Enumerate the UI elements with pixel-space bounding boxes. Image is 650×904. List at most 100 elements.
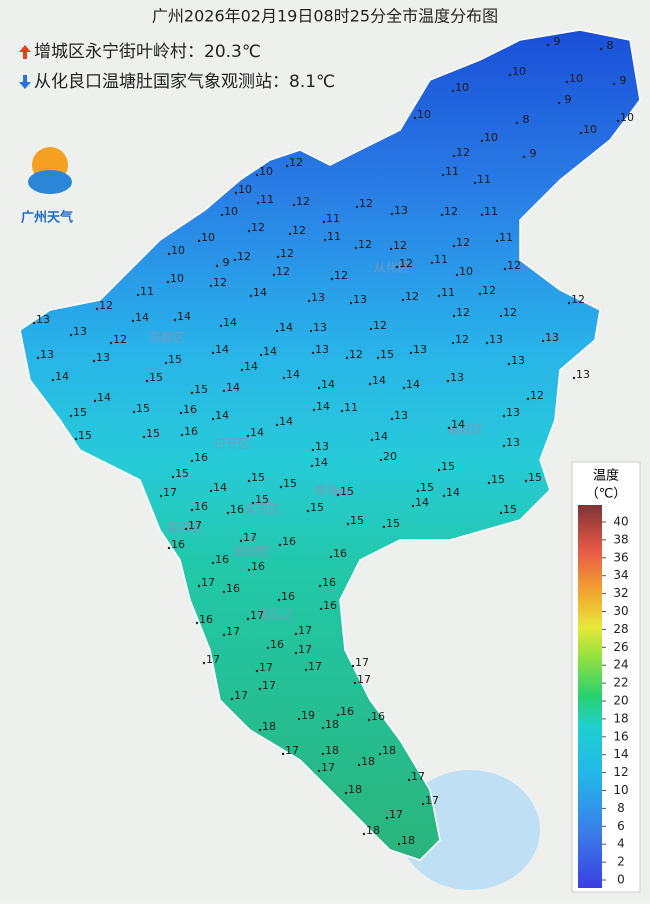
station-temp: 12 xyxy=(503,306,517,319)
legend-tick-label: 30 xyxy=(613,604,628,618)
station-temp: 16 xyxy=(323,599,337,612)
station-temp: 12 xyxy=(456,306,470,319)
station-dot xyxy=(167,252,171,256)
station-dot xyxy=(499,314,503,318)
station-temp: 15 xyxy=(350,514,364,527)
station-temp: 16 xyxy=(230,503,244,516)
station-temp: 17 xyxy=(250,609,264,622)
color-bar xyxy=(578,505,602,888)
station-temp: 10 xyxy=(484,131,498,144)
station-temp: 10 xyxy=(455,81,469,94)
station-dot xyxy=(346,522,350,526)
station-dot xyxy=(351,664,355,668)
station-temp: 9 xyxy=(565,93,572,106)
station-dot xyxy=(478,292,482,296)
station-dot xyxy=(345,356,349,360)
station-temp: 13 xyxy=(315,343,329,356)
station-dot xyxy=(211,561,215,565)
station-temp: 12 xyxy=(280,247,294,260)
station-temp: 15 xyxy=(340,485,354,498)
station-dot xyxy=(522,155,526,159)
station-dot xyxy=(413,116,417,120)
station-temp: 17 xyxy=(188,519,202,532)
station-dot xyxy=(507,362,511,366)
station-temp: 14 xyxy=(279,415,293,428)
station-dot xyxy=(369,327,373,331)
legend-tick-label: 6 xyxy=(617,819,625,833)
station-dot xyxy=(239,539,243,543)
station-dot xyxy=(69,414,73,418)
station-dot xyxy=(297,717,301,721)
legend-tick-label: 32 xyxy=(613,586,628,600)
station-temp: 15 xyxy=(528,471,542,484)
station-dot xyxy=(247,568,251,572)
legend-tick-label: 24 xyxy=(613,658,628,672)
station-temp: 12 xyxy=(507,259,521,272)
district-label: 从化区 xyxy=(374,261,410,275)
station-temp: 17 xyxy=(201,576,215,589)
district-label: 天河区 xyxy=(244,503,280,517)
station-dot xyxy=(442,494,446,498)
station-temp: 11 xyxy=(326,212,340,225)
station-temp: 14 xyxy=(286,368,300,381)
station-dot xyxy=(230,697,234,701)
station-temp: 12 xyxy=(359,197,373,210)
station-dot xyxy=(440,213,444,217)
station-temp: 10 xyxy=(512,65,526,78)
station-dot xyxy=(402,386,406,390)
station-dot xyxy=(171,475,175,479)
station-temp: 17 xyxy=(285,744,299,757)
station-temp: 14 xyxy=(135,311,149,324)
station-temp: 9 xyxy=(223,256,230,269)
station-dot xyxy=(209,284,213,288)
station-temp: 10 xyxy=(224,205,238,218)
station-dot xyxy=(336,713,340,717)
station-dot xyxy=(344,791,348,795)
station-temp: 10 xyxy=(417,108,431,121)
station-temp: 10 xyxy=(171,244,185,257)
station-dot xyxy=(246,617,250,621)
station-temp: 11 xyxy=(140,285,154,298)
station-dot xyxy=(409,351,413,355)
station-temp: 15 xyxy=(420,481,434,494)
station-temp: 12 xyxy=(482,284,496,297)
station-dot xyxy=(109,341,113,345)
station-dot xyxy=(322,220,326,224)
station-dot xyxy=(329,555,333,559)
station-dot xyxy=(357,763,361,767)
station-dot xyxy=(557,101,561,105)
station-temp: 14 xyxy=(253,286,267,299)
station-dot xyxy=(455,273,459,277)
station-temp: 16 xyxy=(194,451,208,464)
station-dot xyxy=(166,280,170,284)
station-dot xyxy=(526,397,530,401)
station-dot xyxy=(251,501,255,505)
station-temp: 13 xyxy=(315,440,329,453)
station-temp: 16 xyxy=(184,425,198,438)
station-temp: 18 xyxy=(325,744,339,757)
station-dot xyxy=(395,265,399,269)
station-temp: 17 xyxy=(411,770,425,783)
station-temp: 12 xyxy=(571,293,585,306)
max-station: 增城区永宁街叶岭村：20.3℃ xyxy=(34,42,261,62)
station-dot xyxy=(330,277,334,281)
station-dot xyxy=(385,816,389,820)
station-dot xyxy=(311,448,315,452)
station-temp: 13 xyxy=(311,291,325,304)
station-temp: 12 xyxy=(399,257,413,270)
station-temp: 15 xyxy=(255,493,269,506)
station-dot xyxy=(255,669,259,673)
station-dot xyxy=(279,485,283,489)
station-temp: 14 xyxy=(374,430,388,443)
station-dot xyxy=(190,459,194,463)
station-dot xyxy=(32,321,36,325)
up-arrow xyxy=(19,45,31,59)
station-temp: 16 xyxy=(282,535,296,548)
station-temp: 13 xyxy=(506,436,520,449)
station-temp: 16 xyxy=(281,590,295,603)
station-temp: 14 xyxy=(215,343,229,356)
district-label: 荔湾区 xyxy=(167,520,203,535)
district-label: 海珠区 xyxy=(232,544,268,559)
station-dot xyxy=(304,668,308,672)
station-dot xyxy=(451,89,455,93)
